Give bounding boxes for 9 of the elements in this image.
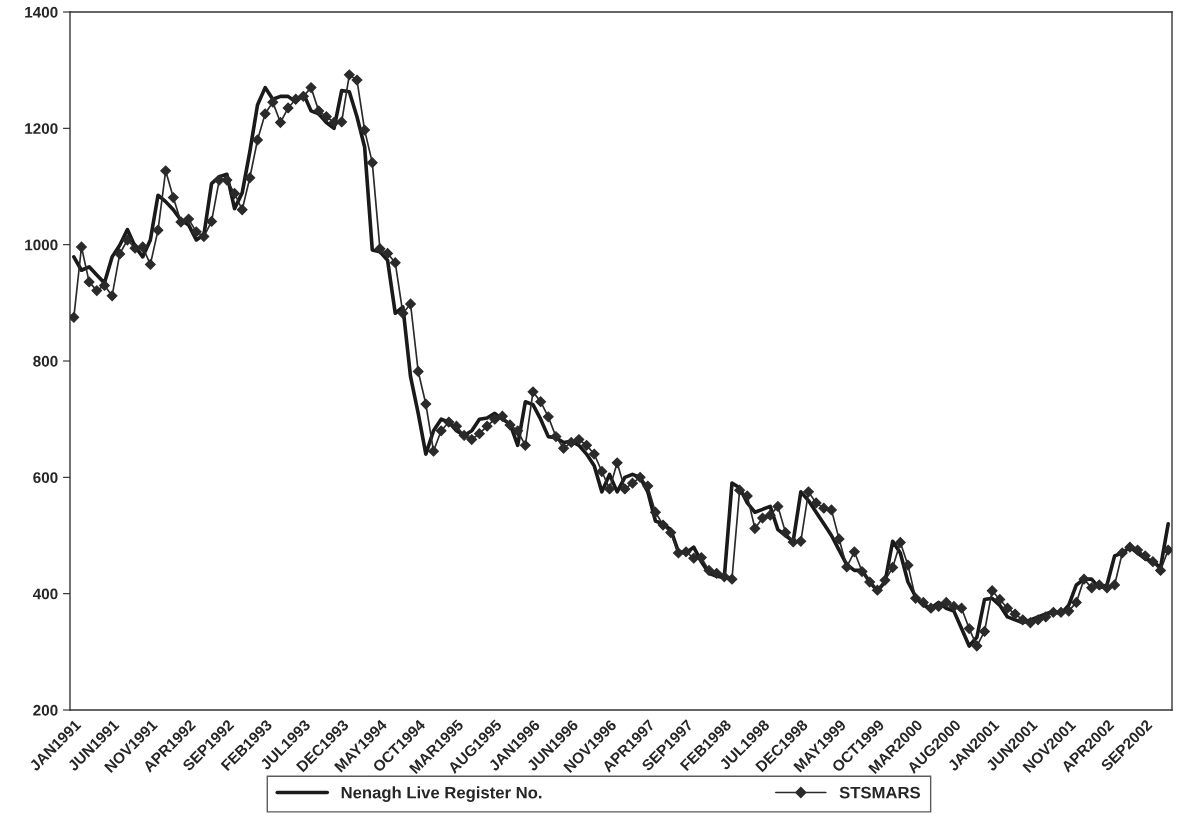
- y-tick-label: 1200: [25, 123, 58, 135]
- y-tick-label: 400: [32, 588, 58, 600]
- y-tick-label: 1000: [25, 239, 58, 251]
- y-tick-label: 800: [33, 355, 58, 367]
- legend-label: Nenagh Live Register No.: [341, 786, 542, 802]
- y-tick-label: 600: [33, 472, 58, 484]
- y-tick-label: 200: [33, 704, 58, 716]
- legend-label: STSMARS: [839, 786, 920, 799]
- y-tick-label: 1400: [25, 6, 58, 18]
